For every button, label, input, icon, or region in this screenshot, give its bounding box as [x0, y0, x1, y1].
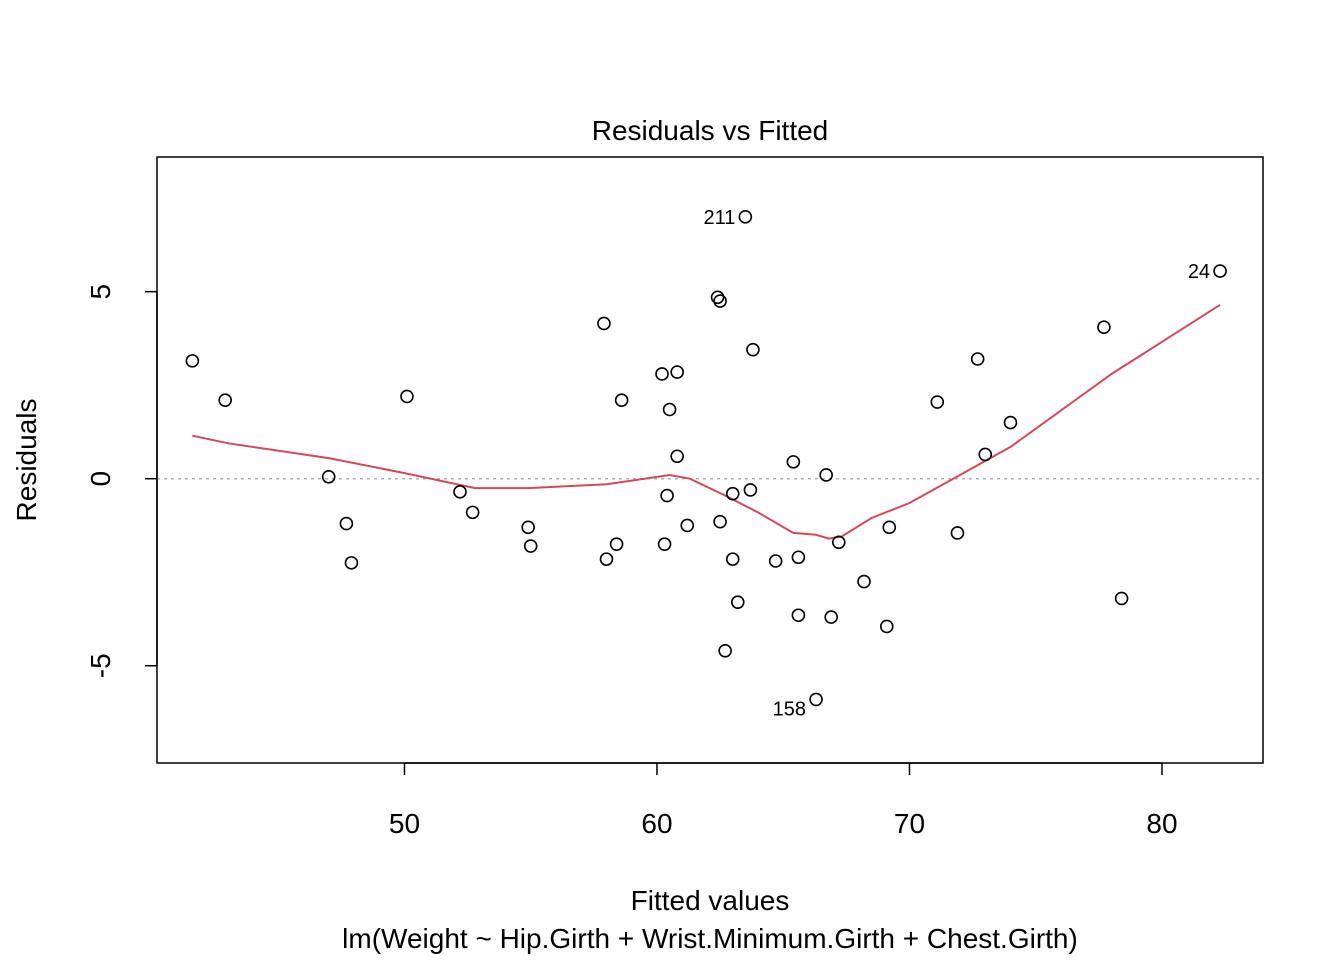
data-point — [768, 554, 783, 568]
y-tick-label: -5 — [85, 653, 116, 678]
data-point — [1114, 591, 1129, 606]
data-point — [662, 402, 677, 417]
data-point — [614, 393, 629, 407]
x-tick-label: 80 — [1146, 808, 1177, 839]
data-point — [670, 365, 684, 379]
data-point — [660, 488, 674, 503]
plot-frame — [156, 156, 1264, 764]
data-point — [879, 619, 894, 634]
data-point — [978, 447, 993, 462]
chart-title: Residuals vs Fitted — [592, 115, 829, 146]
data-point — [521, 520, 535, 535]
x-tick-label: 60 — [641, 808, 672, 839]
data-point — [400, 389, 414, 404]
y-axis-label: Residuals — [11, 399, 42, 522]
data-points: 211 158 24 — [185, 207, 1227, 720]
y-tick-label: 0 — [85, 471, 116, 487]
data-point — [523, 539, 538, 553]
data-point — [930, 395, 945, 409]
smooth-trend-line — [192, 303, 1221, 540]
data-point — [670, 449, 684, 464]
outlier-label: 211 — [703, 207, 735, 229]
data-point — [657, 537, 672, 551]
data-point — [970, 352, 985, 366]
data-point — [725, 486, 740, 501]
y-tick-label: 5 — [85, 284, 116, 300]
data-point — [1003, 415, 1018, 430]
data-point — [597, 316, 611, 331]
data-point — [713, 514, 727, 529]
x-axis: 50 60 70 80 — [389, 762, 1178, 839]
data-point — [791, 550, 806, 565]
data-point — [339, 516, 354, 531]
data-point — [1097, 320, 1111, 335]
data-point — [738, 210, 753, 224]
data-point — [819, 468, 833, 482]
data-point — [730, 595, 745, 609]
data-point — [713, 294, 727, 308]
data-point — [655, 367, 669, 381]
data-point — [791, 608, 806, 623]
data-point — [465, 505, 480, 520]
data-point — [321, 470, 336, 484]
x-tick-label: 50 — [389, 808, 420, 839]
x-axis-label: Fitted values — [631, 885, 790, 916]
data-point — [710, 290, 725, 305]
outlier-label: 24 — [1188, 261, 1210, 283]
data-point — [344, 556, 359, 570]
data-point — [453, 484, 467, 499]
data-point — [680, 518, 695, 533]
data-point — [950, 526, 965, 540]
outlier-label: 158 — [773, 698, 806, 720]
data-point — [1213, 264, 1227, 278]
data-point — [185, 354, 200, 368]
x-tick-label: 70 — [894, 808, 925, 839]
model-formula-subtitle: lm(Weight ~ Hip.Girth + Wrist.Minimum.Gi… — [342, 923, 1078, 954]
data-point — [831, 535, 846, 550]
y-axis: -5 0 5 — [85, 284, 158, 678]
data-point — [609, 537, 624, 551]
data-point — [746, 342, 760, 357]
data-point — [882, 520, 897, 535]
data-point — [809, 692, 823, 707]
data-point — [786, 455, 801, 469]
data-point — [218, 393, 232, 407]
data-point — [718, 643, 732, 658]
data-point — [857, 574, 871, 589]
data-point — [743, 483, 758, 497]
data-point — [824, 610, 839, 624]
data-point — [599, 552, 614, 566]
data-point — [725, 552, 740, 566]
